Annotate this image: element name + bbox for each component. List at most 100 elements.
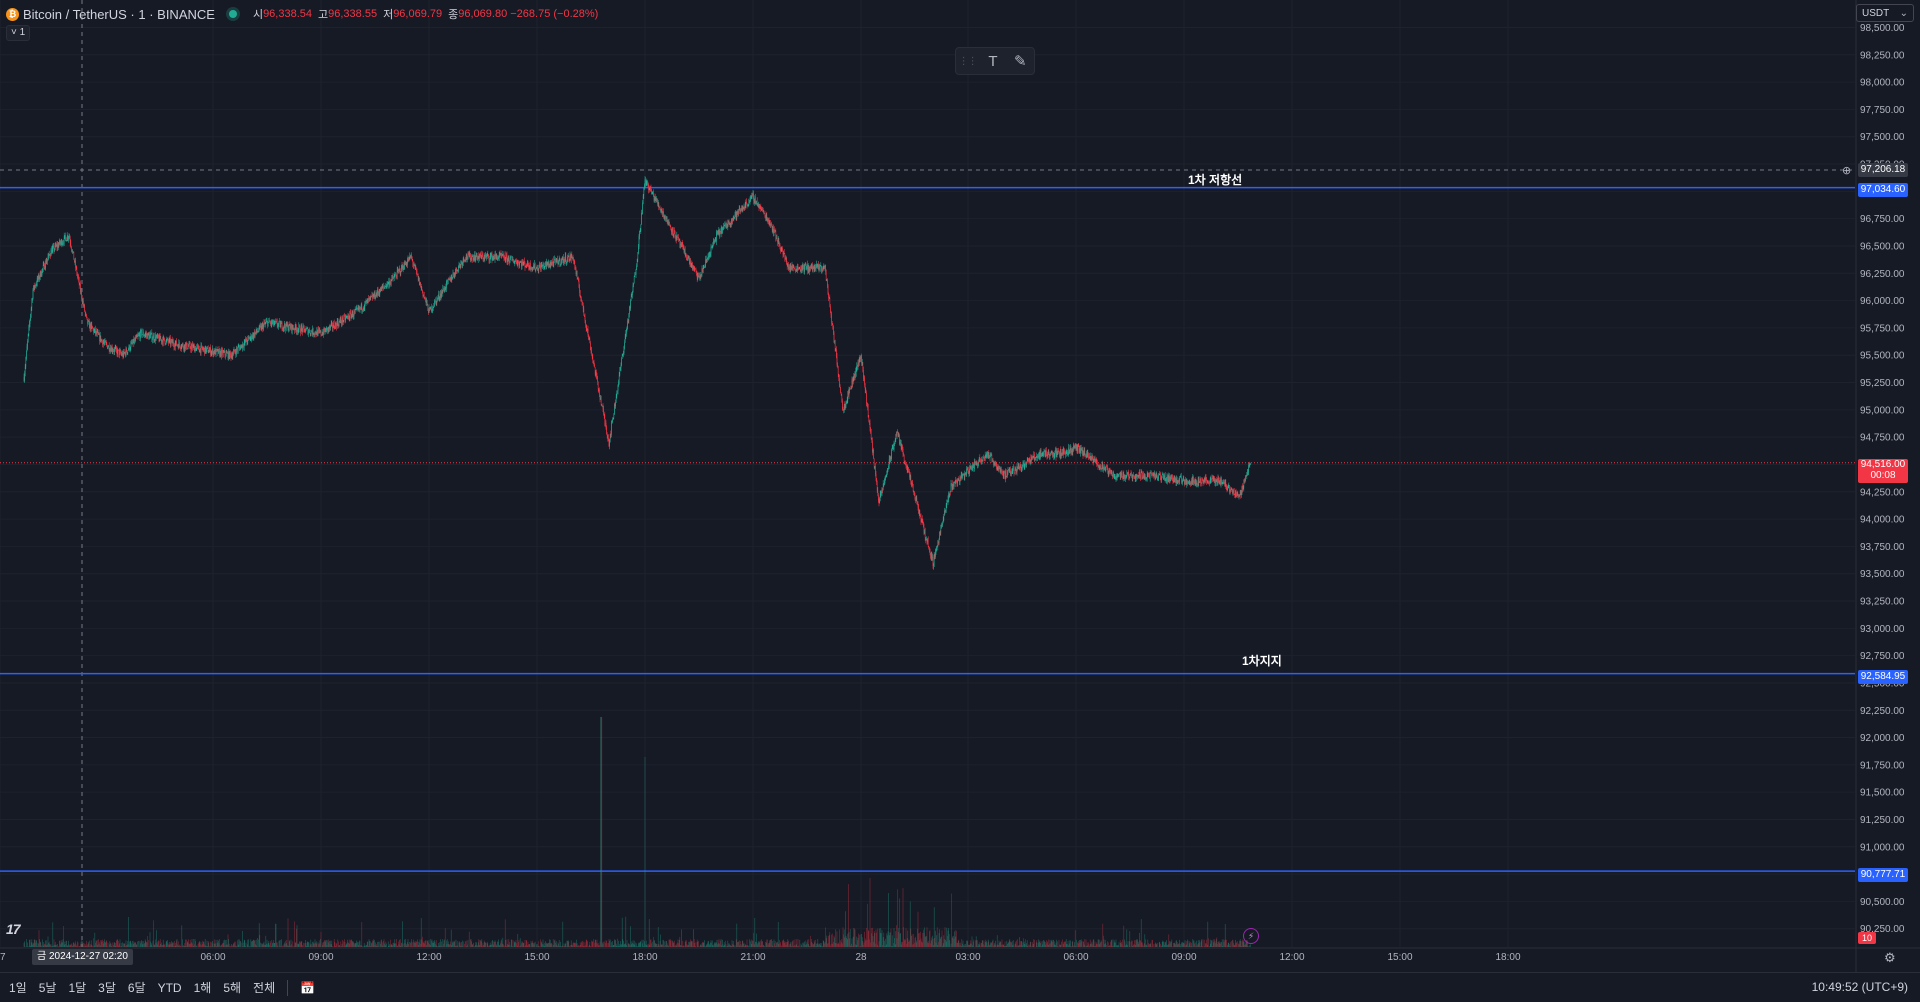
volume-bar [338, 940, 339, 947]
volume-bar [957, 943, 958, 947]
candle-body [284, 324, 285, 328]
candle-body [237, 348, 238, 349]
volume-bar [1010, 939, 1011, 947]
volume-bar [934, 907, 935, 947]
volume-bar [828, 943, 829, 947]
volume-bar [810, 946, 811, 947]
volume-bar [368, 942, 369, 947]
candle-body [173, 342, 174, 344]
candle-body [867, 403, 868, 404]
volume-bar [1077, 942, 1078, 947]
volume-bar [315, 939, 316, 947]
candle-body [548, 263, 549, 265]
volume-bar [91, 940, 92, 947]
volume-bar [658, 927, 659, 947]
candle-body [759, 206, 760, 208]
candle-body [815, 268, 816, 269]
volume-bar [642, 940, 643, 947]
candle-body [674, 230, 675, 231]
volume-bar [294, 921, 295, 947]
volume-bar [318, 944, 319, 947]
volume-bar [221, 945, 222, 947]
volume-bar [630, 945, 631, 947]
candle-body [713, 244, 714, 245]
candle-body [42, 269, 43, 270]
volume-bar [296, 929, 297, 947]
volume-bar [100, 945, 101, 947]
candle-body [714, 241, 715, 242]
volume-bar [996, 945, 997, 947]
volume-bar [293, 941, 294, 947]
candle-body [621, 365, 622, 367]
volume-bar [147, 936, 148, 947]
volume-bar [155, 939, 156, 947]
candle-body [366, 301, 367, 302]
candle-body [796, 269, 797, 271]
candle-body [424, 295, 425, 297]
volume-bar [264, 945, 265, 947]
candle-body [554, 259, 555, 265]
candle-body [285, 327, 286, 330]
candle-body [680, 244, 681, 245]
candle-body [797, 266, 798, 271]
candle-body [825, 265, 826, 272]
candle-body [35, 286, 36, 289]
volume-bar [473, 943, 474, 947]
candle-body [495, 254, 496, 256]
candle-body [767, 215, 768, 218]
volume-bar [932, 936, 933, 947]
candle-body [294, 329, 295, 330]
volume-bar [617, 939, 618, 947]
candle-body [753, 194, 754, 201]
volume-bar [72, 946, 73, 947]
volume-bar [158, 940, 159, 947]
volume-bar [395, 943, 396, 947]
volume-bar [860, 935, 861, 947]
candle-body [344, 316, 345, 317]
candle-body [679, 239, 680, 240]
candle-body [711, 247, 712, 248]
candle-body [440, 294, 441, 298]
volume-bar [940, 939, 941, 947]
candle-body [535, 264, 536, 270]
volume-bar [965, 944, 966, 947]
volume-bar [968, 945, 969, 947]
volume-bar [57, 944, 58, 947]
volume-bar [194, 944, 195, 947]
volume-bar [1185, 945, 1186, 947]
candle-body [162, 340, 163, 342]
volume-bar [677, 943, 678, 947]
candle-body [159, 335, 160, 341]
volume-bar [833, 944, 834, 947]
candle-body [338, 321, 339, 324]
candle-body [606, 428, 607, 434]
candle-body [240, 347, 241, 349]
volume-bar [174, 941, 175, 947]
volume-bar [247, 944, 248, 947]
volume-bar [704, 942, 705, 947]
volume-bar [1090, 940, 1091, 947]
volume-bar [262, 944, 263, 947]
volume-bar [48, 943, 49, 947]
candle-body [855, 371, 856, 375]
volume-bar [1016, 941, 1017, 947]
candle-body [376, 293, 377, 297]
candle-body [806, 269, 807, 270]
candle-body [531, 268, 532, 270]
candle-body [584, 315, 585, 317]
volume-bar [257, 946, 258, 947]
volume-bar [652, 942, 653, 947]
volume-bar [206, 946, 207, 947]
volume-bar [160, 939, 161, 947]
candle-body [29, 324, 30, 327]
volume-bar [609, 941, 610, 947]
volume-bar [270, 943, 271, 947]
candle-body [257, 332, 258, 333]
volume-bar [435, 944, 436, 947]
volume-bar [338, 941, 339, 947]
candle-body [380, 287, 381, 291]
volume-bar [187, 942, 188, 947]
volume-bar [627, 940, 628, 947]
candle-body [861, 355, 862, 363]
